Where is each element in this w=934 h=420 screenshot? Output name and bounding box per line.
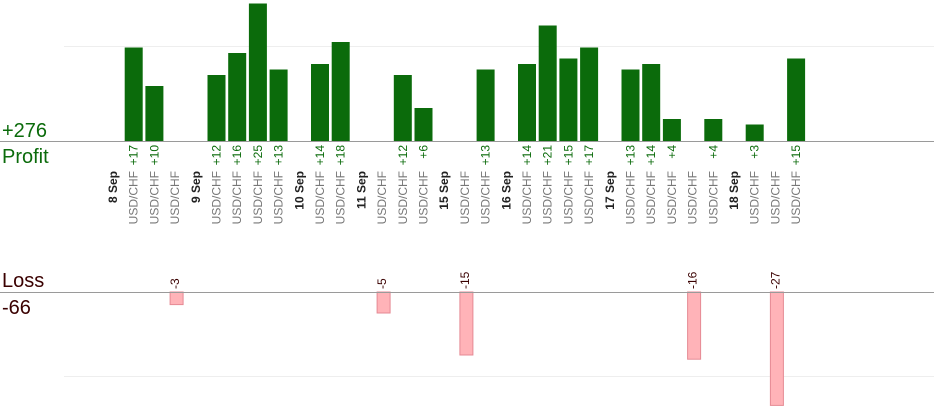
loss-value-label: -27: [768, 271, 782, 289]
profit-value-label: +15: [561, 145, 575, 166]
profit-value-label: +3: [748, 145, 762, 159]
loss-label: Loss: [2, 270, 44, 292]
profit-bar: [580, 47, 599, 141]
loss-value-label: -3: [168, 278, 182, 289]
profit-bar: [621, 69, 640, 141]
profit-value-label: +13: [479, 145, 493, 166]
instrument-label: USD/CHF: [396, 171, 410, 224]
instrument-label: USD/CHF: [541, 171, 555, 224]
instrument-label: USD/CHF: [748, 171, 762, 224]
instrument-label: USD/CHF: [210, 171, 224, 224]
profit-value-label: +14: [313, 145, 327, 166]
loss-value-label: -5: [375, 278, 389, 289]
instrument-label: USD/CHF: [272, 171, 286, 224]
instrument-label: USD/CHF: [313, 171, 327, 224]
profit-value-label: +16: [230, 145, 244, 166]
loss-bar: [376, 291, 391, 314]
instrument-label: USD/CHF: [665, 171, 679, 224]
profit-bar: [228, 53, 247, 141]
profit-value-label: +12: [210, 145, 224, 166]
instrument-label: USD/CHF: [479, 171, 493, 224]
instrument-label: USD/CHF: [417, 171, 431, 224]
instrument-label: USD/CHF: [706, 171, 720, 224]
instrument-label: USD/CHF: [768, 171, 782, 224]
date-label: 8 Sep: [106, 171, 120, 203]
profit-value-label: +13: [272, 145, 286, 166]
loss-value-label: -16: [686, 271, 700, 289]
instrument-label: USD/CHF: [520, 171, 534, 224]
profit-bar: [207, 75, 226, 141]
instrument-label: USD/CHF: [147, 171, 161, 224]
date-label: 17 Sep: [603, 171, 617, 210]
instrument-label: USD/CHF: [561, 171, 575, 224]
profit-bar: [124, 47, 143, 141]
instrument-label: USD/CHF: [644, 171, 658, 224]
profit-value-label: +6: [417, 145, 431, 159]
profit-bar: [662, 119, 681, 141]
date-label: 11 Sep: [354, 171, 368, 209]
profit-bar: [145, 86, 164, 141]
date-label: 16 Sep: [499, 171, 513, 210]
profit-bar: [559, 58, 578, 141]
profit-bar: [476, 69, 495, 141]
instrument-label: USD/CHF: [168, 171, 182, 224]
instrument-label: USD/CHF: [230, 171, 244, 224]
profit-bar: [538, 25, 557, 141]
instrument-label: USD/CHF: [624, 171, 638, 224]
date-label: 18 Sep: [727, 171, 741, 210]
profit-bar: [787, 58, 806, 141]
loss-bar: [459, 291, 474, 356]
date-label: 9 Sep: [189, 171, 203, 203]
profit-bar: [331, 42, 350, 141]
date-label: 10 Sep: [292, 171, 306, 210]
profit-value-label: +15: [789, 145, 803, 166]
loss-bar: [687, 291, 702, 360]
profit-label: Profit: [2, 146, 49, 168]
profit-bar: [745, 124, 764, 141]
profit-value-label: +18: [334, 145, 348, 166]
profit-bar: [311, 64, 329, 141]
profit-value-label: +10: [147, 145, 161, 166]
profit-total: +276: [2, 120, 47, 142]
loss-bar: [769, 291, 784, 406]
profit-value-label: +12: [396, 145, 410, 166]
profit-value-label: +17: [582, 145, 596, 166]
profit-bar: [518, 64, 536, 141]
profit-bar: [269, 69, 288, 141]
profit-bar: [704, 119, 723, 141]
instrument-label: USD/CHF: [375, 171, 389, 224]
loss-total: -66: [2, 297, 31, 319]
profit-value-label: +21: [541, 145, 555, 166]
profit-value-label: +4: [706, 145, 720, 159]
instrument-label: USD/CHF: [789, 171, 803, 224]
profit-value-label: +4: [665, 145, 679, 159]
instrument-label: USD/CHF: [458, 171, 472, 224]
profit-value-label: +17: [127, 145, 141, 166]
profit-bar: [393, 75, 412, 141]
profit-bar: [414, 108, 433, 141]
profit-value-label: +14: [644, 145, 658, 166]
instrument-label: USD/CHF: [127, 171, 141, 224]
profit-bar: [642, 64, 661, 141]
instrument-label: USD/CHF: [334, 171, 348, 224]
date-label: 15 Sep: [437, 171, 451, 210]
profit-bar: [248, 3, 267, 141]
loss-bar: [169, 291, 184, 306]
instrument-label: USD/CHF: [251, 171, 265, 224]
loss-value-label: -15: [458, 271, 472, 289]
instrument-label: USD/CHF: [582, 171, 596, 224]
instrument-label: USD/CHF: [686, 171, 700, 224]
profit-value-label: +14: [520, 145, 534, 166]
profit-value-label: +25: [251, 145, 265, 166]
profit-value-label: +13: [624, 145, 638, 166]
